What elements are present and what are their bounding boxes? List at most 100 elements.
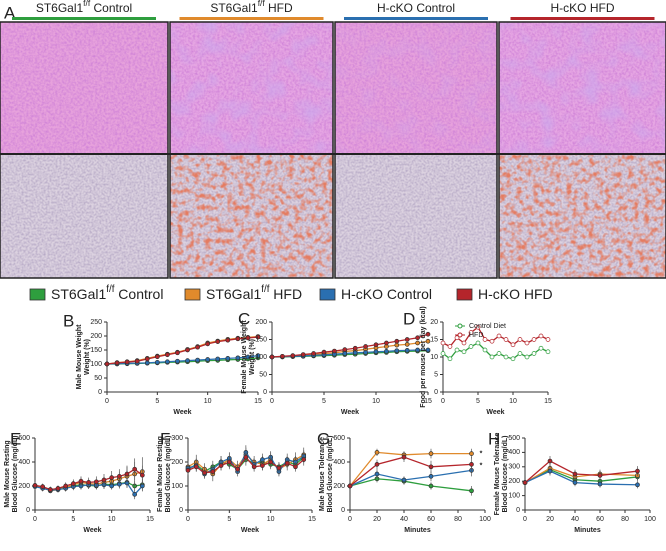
legend-label-part: H-cKO HFD: [478, 286, 553, 302]
series-line: [442, 326, 549, 348]
data-point: [215, 356, 221, 362]
y-tick-label: 500: [508, 435, 520, 442]
tile-border: [0, 21, 169, 279]
data-point: [104, 361, 110, 367]
x-axis-label: Week: [241, 527, 259, 534]
legend-label-part: Control: [114, 286, 163, 302]
legend-label: HFD: [469, 332, 483, 339]
data-point: [352, 345, 358, 351]
legend-label: ST6Gal1f/f HFD: [206, 284, 302, 302]
data-point: [114, 360, 120, 366]
x-axis-label: Week: [486, 409, 504, 416]
legend-label-part: f/f: [261, 284, 269, 295]
data-point: [531, 351, 537, 356]
data-point: [101, 477, 107, 483]
data-point: [40, 484, 46, 489]
data-point: [363, 350, 368, 355]
data-point: [124, 359, 130, 365]
legend-label-part: ST6Gal1: [51, 286, 106, 302]
data-point: [363, 344, 368, 349]
y-tick-label: 600: [333, 435, 345, 442]
data-point: [175, 358, 180, 364]
data-point: [547, 458, 553, 464]
group-header: ST6Gal1f/f HFD: [210, 0, 293, 15]
group-bar: [510, 17, 655, 20]
data-point: [531, 337, 537, 342]
data-point: [428, 464, 434, 470]
data-point: [185, 347, 190, 353]
group-header-part: ST6Gal1: [210, 1, 258, 15]
data-point: [394, 342, 400, 348]
data-point: [428, 474, 434, 479]
y-tick-label: 10: [430, 354, 438, 361]
legend-swatch: [456, 288, 473, 301]
y-tick-label: 200: [255, 319, 267, 326]
series-line: [106, 354, 259, 365]
group-header-part: f/f: [258, 0, 266, 8]
x-tick-label: 15: [146, 516, 154, 523]
x-tick-label: 0: [348, 516, 352, 523]
y-tick-label: 200: [333, 483, 345, 490]
data-point: [225, 337, 231, 343]
x-tick-label: 100: [644, 516, 656, 523]
data-point: [245, 354, 251, 360]
data-point: [428, 483, 434, 489]
legend-label-part: H-cKO Control: [341, 286, 432, 302]
tile-border: [334, 21, 498, 279]
data-point: [597, 481, 603, 487]
data-point: [332, 348, 337, 354]
y-axis-label: Weight (%): [249, 339, 256, 375]
data-point: [373, 342, 379, 348]
data-point: [93, 479, 99, 485]
he-patches: [170, 22, 333, 153]
data-point: [374, 450, 380, 455]
y-tick-label: 0: [263, 389, 267, 396]
data-point: [269, 354, 275, 360]
x-tick-label: 10: [267, 516, 275, 523]
legend-swatch: [319, 288, 336, 301]
data-point: [374, 471, 380, 477]
y-tick-label: 250: [90, 319, 102, 326]
data-point: [255, 334, 261, 340]
group-bar: [179, 17, 324, 20]
y-tick-label: 400: [18, 459, 30, 466]
data-point: [235, 355, 241, 361]
data-point: [384, 349, 389, 354]
y-tick-label: 0: [98, 389, 102, 396]
data-point: [202, 470, 207, 476]
y-tick-label: 5: [434, 371, 438, 378]
y-axis-label: Blood Glucose (mg/dL): [327, 436, 334, 513]
data-point: [293, 464, 298, 470]
data-point: [225, 356, 231, 361]
data-point: [132, 466, 138, 472]
data-point: [175, 350, 180, 356]
data-point: [404, 348, 410, 353]
y-tick-label: 0: [341, 507, 345, 514]
y-tick-label: 100: [171, 483, 183, 490]
x-axis-label: Week: [83, 527, 101, 534]
data-point: [496, 351, 502, 356]
data-point: [454, 347, 460, 353]
y-axis-label: Female Mouse Tolerance: [494, 433, 501, 516]
series-line: [349, 478, 472, 492]
x-tick-label: 0: [270, 398, 274, 405]
y-tick-label: 300: [171, 435, 183, 442]
group-bar: [12, 17, 156, 20]
data-point: [218, 463, 224, 468]
y-tick-label: 100: [255, 354, 267, 361]
data-point: [311, 351, 316, 356]
data-point: [321, 349, 327, 355]
y-axis-label: Blood Glucose (mg/dL): [502, 436, 509, 513]
data-point: [401, 454, 407, 460]
data-point: [394, 348, 400, 354]
data-point: [32, 483, 38, 488]
y-axis-label: Female Mouse Resting: [157, 436, 164, 512]
data-point: [524, 354, 530, 360]
series-line: [442, 342, 549, 360]
data-point: [144, 360, 150, 366]
x-tick-label: 80: [621, 516, 629, 523]
data-point: [165, 359, 170, 365]
data-point: [404, 342, 410, 347]
data-point: [109, 475, 115, 480]
